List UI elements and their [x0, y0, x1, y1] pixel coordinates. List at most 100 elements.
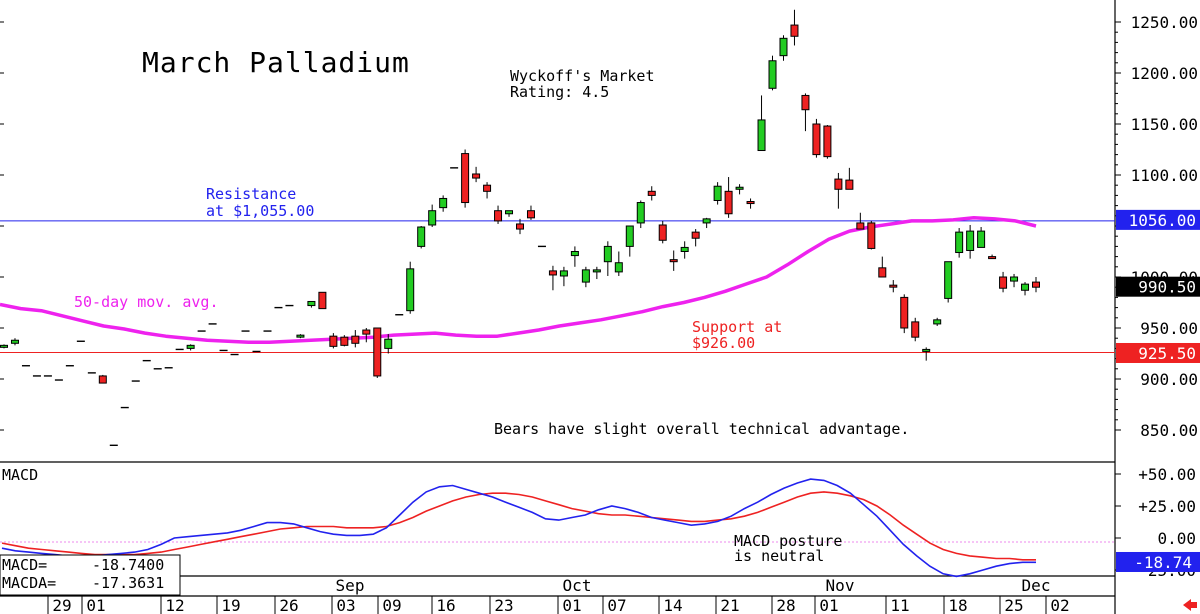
day-label: 21 — [720, 596, 739, 614]
svg-text:1056.00: 1056.00 — [1129, 211, 1196, 230]
day-label: 03 — [336, 596, 355, 614]
candle-body — [955, 231, 964, 254]
candle — [548, 265, 557, 291]
day-label: 01 — [86, 596, 105, 614]
macd-note-2: is neutral — [734, 547, 824, 565]
month-label: Dec — [1022, 576, 1051, 595]
candle-body — [636, 202, 645, 224]
candle — [933, 317, 942, 326]
day-label: 14 — [663, 596, 682, 614]
candle — [988, 254, 997, 260]
price-tick-label: 900.00 — [1140, 370, 1198, 389]
candle-body — [812, 123, 821, 156]
macd-line — [1, 478, 1036, 578]
candle-body — [845, 179, 854, 190]
candle — [790, 9, 799, 46]
day-label: 18 — [948, 596, 967, 614]
candle — [834, 172, 843, 209]
candle — [724, 177, 733, 218]
day-label: 28 — [776, 596, 795, 614]
candle-body — [911, 321, 920, 338]
moving-average-label: 50-day mov. avg. — [74, 293, 219, 311]
candle — [746, 198, 755, 209]
candle-body — [318, 291, 327, 310]
candle-body — [867, 222, 876, 249]
day-label: 25 — [1004, 596, 1023, 614]
candle — [966, 224, 975, 259]
candle-body — [1032, 281, 1040, 288]
candle — [768, 55, 777, 91]
last-price-badge: 990.50 — [1116, 276, 1200, 297]
candle — [812, 118, 821, 158]
left-arrow-icon[interactable] — [1183, 599, 1197, 611]
candle-body — [999, 276, 1008, 289]
candle — [878, 256, 887, 278]
price-tick-label: 950.00 — [1140, 319, 1198, 338]
candle — [516, 218, 524, 235]
candle-body — [669, 259, 678, 263]
candle-body — [516, 223, 524, 230]
candle-body — [559, 270, 568, 277]
candle — [483, 182, 492, 199]
candle — [428, 204, 437, 228]
resistance-badge: 1056.00 — [1116, 209, 1200, 230]
candle — [702, 217, 711, 229]
candle — [461, 149, 470, 208]
candle — [10, 338, 19, 346]
day-label: 01 — [819, 596, 838, 614]
support-label-2: $926.00 — [692, 334, 755, 352]
macd-readout-value: -18.7400 — [92, 556, 164, 574]
candle — [735, 184, 744, 195]
candle-body — [757, 119, 766, 152]
moving-average-line — [0, 216, 1037, 345]
candle — [340, 335, 349, 347]
candle-body — [351, 335, 360, 344]
price-tick-label: 850.00 — [1140, 421, 1198, 440]
candle-body — [1010, 276, 1019, 282]
candle — [757, 95, 766, 152]
day-label: 12 — [165, 596, 184, 614]
candle — [691, 229, 700, 247]
day-label: 16 — [436, 596, 455, 614]
day-label: 01 — [562, 596, 581, 614]
candle — [977, 227, 986, 248]
macd-badge: -18.74 — [1116, 551, 1200, 572]
candle-body — [713, 185, 722, 202]
candle-body — [977, 230, 986, 248]
candle — [614, 251, 623, 276]
candle — [98, 374, 107, 384]
candle-body — [625, 225, 634, 247]
day-label: 29 — [52, 596, 71, 614]
candle-body — [505, 210, 514, 215]
rating-line-2: Rating: 4.5 — [510, 83, 609, 101]
candle — [1010, 273, 1019, 288]
macda-signal-line — [1, 491, 1036, 561]
support-badge: 925.50 — [1116, 342, 1200, 363]
svg-text:-18.74: -18.74 — [1134, 553, 1192, 572]
candle — [0, 344, 8, 349]
candle-body — [658, 224, 667, 241]
candle-body — [823, 125, 832, 158]
svg-text:925.50: 925.50 — [1138, 344, 1196, 363]
candle-body — [603, 245, 612, 263]
candle — [406, 261, 415, 314]
candle-body — [922, 348, 931, 352]
commentary: Bears have slight overall technical adva… — [494, 420, 909, 438]
price-tick-label: 1150.00 — [1131, 115, 1198, 134]
candle-body — [186, 344, 195, 349]
candle — [636, 200, 645, 229]
candle-body — [702, 218, 711, 224]
candle — [999, 271, 1008, 293]
candle — [944, 261, 953, 303]
candle — [856, 212, 865, 230]
candle-body — [548, 270, 557, 276]
resistance-label-1: Resistance — [206, 185, 296, 203]
candle-body — [889, 284, 898, 288]
candle-body — [746, 201, 755, 205]
candle — [494, 205, 503, 224]
candle-body — [614, 262, 623, 273]
candle — [362, 328, 371, 343]
candle-body — [461, 153, 470, 204]
candle-body — [647, 190, 656, 196]
